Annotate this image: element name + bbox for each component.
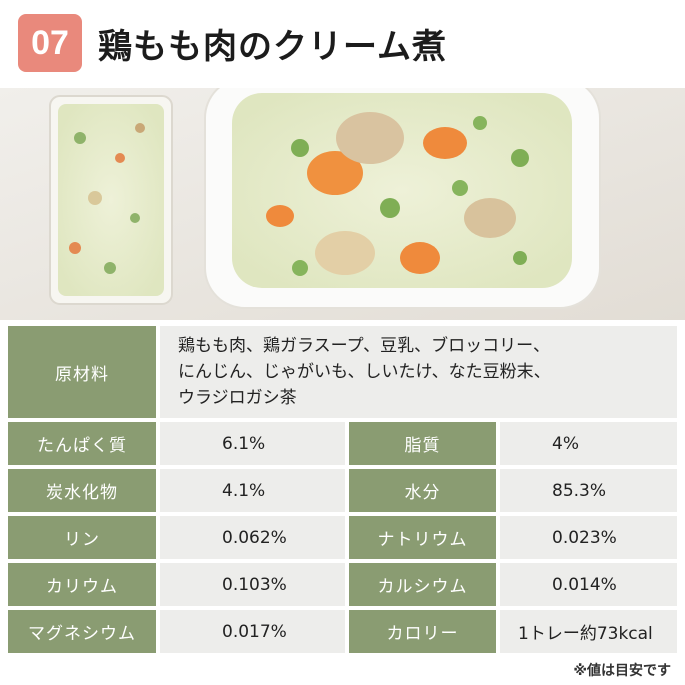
nutrient-label: カリウム: [8, 563, 156, 606]
nutrient-value: 4%: [500, 422, 677, 465]
nutrient-label: 脂質: [349, 422, 496, 465]
nutrient-label: カルシウム: [349, 563, 496, 606]
nutrition-row: マグネシウム 0.017% カロリー 1トレー約73kcal: [8, 610, 677, 653]
nutrient-value: 0.023%: [500, 516, 677, 559]
ingredients-value: 鶏もも肉、鶏ガラスープ、豆乳、ブロッコリー、 にんじん、じゃがいも、しいたけ、な…: [160, 326, 677, 418]
nutrient-label: 炭水化物: [8, 469, 156, 512]
ingredients-line: 鶏もも肉、鶏ガラスープ、豆乳、ブロッコリー、: [178, 336, 550, 356]
nutrient-label: カロリー: [349, 610, 496, 653]
ingredients-line: にんじん、じゃがいも、しいたけ、なた豆粉末、: [178, 362, 551, 382]
footnote: ※値は目安です: [573, 663, 671, 679]
recipe-number-badge: 07: [18, 14, 82, 72]
food-photo-illustration: [0, 88, 685, 320]
header: 07 鶏もも肉のクリーム煮: [0, 0, 685, 88]
nutrient-label: マグネシウム: [8, 610, 156, 653]
ingredients-label: 原材料: [8, 326, 156, 418]
nutrient-value: 1トレー約73kcal: [500, 610, 677, 653]
ingredients-line: ウラジロガシ茶: [178, 388, 297, 408]
nutrient-label: たんぱく質: [8, 422, 156, 465]
recipe-title: 鶏もも肉のクリーム煮: [98, 26, 447, 67]
nutrition-row: たんぱく質 6.1% 脂質 4%: [8, 422, 677, 465]
nutrient-value: 0.103%: [160, 563, 345, 606]
nutrient-value: 0.062%: [160, 516, 345, 559]
nutrient-value: 0.014%: [500, 563, 677, 606]
ingredients-row: 原材料 鶏もも肉、鶏ガラスープ、豆乳、ブロッコリー、 にんじん、じゃがいも、しい…: [8, 326, 677, 418]
nutrient-label: リン: [8, 516, 156, 559]
nutrient-value: 4.1%: [160, 469, 345, 512]
nutrient-value: 0.017%: [160, 610, 345, 653]
nutrient-label: ナトリウム: [349, 516, 496, 559]
nutrient-value: 85.3%: [500, 469, 677, 512]
nutrient-label: 水分: [349, 469, 496, 512]
nutrition-row: カリウム 0.103% カルシウム 0.014%: [8, 563, 677, 606]
food-photo: [0, 88, 685, 320]
nutrient-value: 6.1%: [160, 422, 345, 465]
nutrition-row: リン 0.062% ナトリウム 0.023%: [8, 516, 677, 559]
nutrition-row: 炭水化物 4.1% 水分 85.3%: [8, 469, 677, 512]
